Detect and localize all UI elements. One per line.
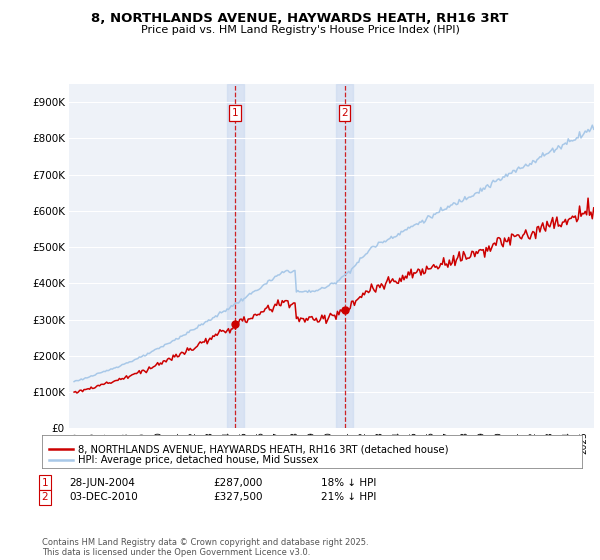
- Text: Price paid vs. HM Land Registry's House Price Index (HPI): Price paid vs. HM Land Registry's House …: [140, 25, 460, 35]
- Text: HPI: Average price, detached house, Mid Sussex: HPI: Average price, detached house, Mid …: [78, 455, 319, 465]
- Text: 2: 2: [41, 492, 49, 502]
- Text: 18% ↓ HPI: 18% ↓ HPI: [321, 478, 376, 488]
- Text: 8, NORTHLANDS AVENUE, HAYWARDS HEATH, RH16 3RT: 8, NORTHLANDS AVENUE, HAYWARDS HEATH, RH…: [91, 12, 509, 25]
- Bar: [336, 84, 353, 428]
- Text: 1: 1: [41, 478, 49, 488]
- Text: 28-JUN-2004: 28-JUN-2004: [69, 478, 135, 488]
- Text: 2: 2: [341, 108, 348, 118]
- Text: 1: 1: [232, 108, 239, 118]
- Text: Contains HM Land Registry data © Crown copyright and database right 2025.
This d: Contains HM Land Registry data © Crown c…: [42, 538, 368, 557]
- Text: 21% ↓ HPI: 21% ↓ HPI: [321, 492, 376, 502]
- Text: 03-DEC-2010: 03-DEC-2010: [69, 492, 138, 502]
- Text: £327,500: £327,500: [213, 492, 263, 502]
- Text: £287,000: £287,000: [213, 478, 262, 488]
- Bar: [227, 84, 244, 428]
- Text: 8, NORTHLANDS AVENUE, HAYWARDS HEATH, RH16 3RT (detached house): 8, NORTHLANDS AVENUE, HAYWARDS HEATH, RH…: [78, 444, 449, 454]
